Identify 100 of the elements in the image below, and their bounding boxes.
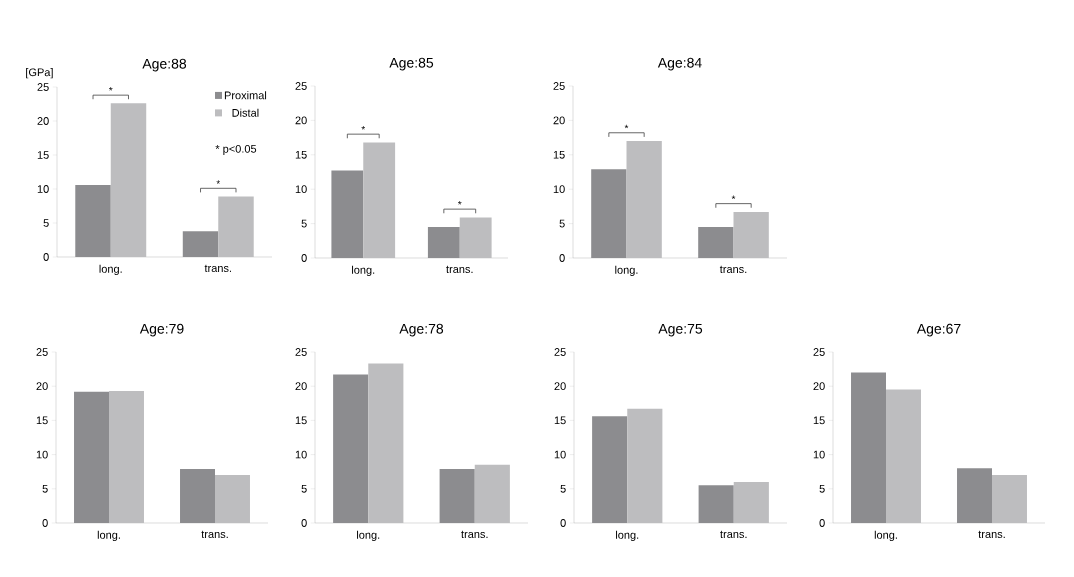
legend-label: Distal xyxy=(232,108,259,117)
chart-title: Age:79 xyxy=(139,323,184,337)
y-tick-label: 20 xyxy=(295,116,307,125)
chart-title: Age:85 xyxy=(389,57,434,71)
bar xyxy=(218,196,254,257)
chart-title: Age:67 xyxy=(916,323,961,337)
x-tick-label: trans. xyxy=(461,530,488,539)
annotation: * xyxy=(216,180,221,184)
y-tick-label: 0 xyxy=(43,253,49,261)
y-tick-label: 5 xyxy=(42,484,48,493)
y-tick-label: 0 xyxy=(819,519,825,527)
bar xyxy=(592,416,628,523)
y-tick-label: 5 xyxy=(43,219,49,227)
bar xyxy=(439,468,475,523)
y-axis-title: [GPa] xyxy=(26,68,53,79)
bar xyxy=(851,372,886,523)
y-tick-label: 15 xyxy=(295,150,307,159)
y-tick-label: 20 xyxy=(295,382,307,391)
y-tick-label: 20 xyxy=(554,382,566,391)
x-tick-label: trans. xyxy=(720,530,747,539)
annotation: * xyxy=(361,126,366,130)
bar xyxy=(733,481,769,523)
annotation: * p<0.05 xyxy=(215,144,257,155)
y-tick-label: 10 xyxy=(553,185,565,194)
y-tick-label: 25 xyxy=(554,348,566,356)
y-tick-label: 20 xyxy=(553,116,565,125)
bar xyxy=(75,184,111,257)
bar xyxy=(109,390,144,523)
chart-title: Age:78 xyxy=(399,323,444,337)
y-tick-label: 15 xyxy=(813,416,825,425)
bar xyxy=(215,475,250,523)
y-tick-label: 15 xyxy=(36,416,48,425)
bar xyxy=(368,363,404,523)
x-tick-label: long. xyxy=(874,530,897,542)
x-tick-label: long. xyxy=(97,530,120,542)
y-tick-label: 15 xyxy=(37,151,49,159)
x-tick-label: long. xyxy=(616,530,639,542)
bar xyxy=(626,141,662,258)
y-tick-label: 15 xyxy=(554,416,566,425)
y-tick-label: 15 xyxy=(295,416,307,425)
bar xyxy=(698,227,734,258)
x-tick-label: long. xyxy=(357,530,380,542)
bar xyxy=(627,408,663,523)
annotation: * xyxy=(731,195,736,200)
bar xyxy=(180,468,216,523)
bar xyxy=(886,389,921,523)
bar xyxy=(74,391,110,523)
y-tick-label: 5 xyxy=(559,219,565,228)
bar xyxy=(363,142,396,258)
y-tick-label: 10 xyxy=(295,450,307,459)
x-tick-label: long. xyxy=(352,265,375,277)
y-tick-label: 10 xyxy=(36,450,48,459)
chart-title: Age:88 xyxy=(142,58,187,72)
chart-title: Age:75 xyxy=(658,323,703,337)
y-tick-label: 25 xyxy=(37,83,49,91)
y-tick-label: 20 xyxy=(37,117,49,125)
x-tick-label: trans. xyxy=(204,264,232,273)
y-tick-label: 5 xyxy=(301,219,307,228)
y-tick-label: 25 xyxy=(553,82,565,90)
bar xyxy=(957,468,992,523)
x-tick-label: trans. xyxy=(201,530,228,539)
y-tick-label: 10 xyxy=(37,185,49,193)
bar xyxy=(182,231,219,257)
bar xyxy=(698,485,734,523)
y-tick-label: 15 xyxy=(553,150,565,159)
chart-title: Age:84 xyxy=(657,57,702,71)
y-tick-label: 0 xyxy=(560,519,566,527)
y-tick-label: 25 xyxy=(813,348,825,356)
y-tick-label: 10 xyxy=(813,450,825,459)
y-tick-label: 20 xyxy=(36,382,48,391)
bar xyxy=(333,374,369,523)
y-tick-label: 5 xyxy=(301,484,307,493)
bar xyxy=(591,169,627,258)
bar xyxy=(110,103,147,257)
bar xyxy=(733,211,769,258)
y-tick-label: 10 xyxy=(554,450,566,459)
x-tick-label: long. xyxy=(99,264,122,276)
x-tick-label: trans. xyxy=(719,265,747,274)
y-tick-label: 5 xyxy=(560,484,566,493)
x-tick-label: long. xyxy=(615,265,638,277)
y-tick-label: 20 xyxy=(813,382,825,391)
bar xyxy=(459,217,492,258)
y-tick-label: 0 xyxy=(559,254,565,262)
y-tick-label: 0 xyxy=(42,519,48,527)
bar xyxy=(992,475,1027,523)
bar xyxy=(331,170,364,258)
annotation: * xyxy=(457,201,462,205)
annotation: * xyxy=(624,124,629,129)
bar xyxy=(474,464,510,523)
x-tick-label: trans. xyxy=(978,530,1005,539)
y-tick-label: 25 xyxy=(36,348,48,356)
annotation: * xyxy=(108,87,113,91)
y-tick-label: 0 xyxy=(301,254,307,262)
y-tick-label: 25 xyxy=(295,82,307,90)
y-tick-label: 25 xyxy=(295,348,307,356)
x-tick-label: trans. xyxy=(446,265,473,274)
y-tick-label: 5 xyxy=(819,484,825,493)
legend-label: Proximal xyxy=(224,91,267,100)
bar xyxy=(427,227,460,258)
y-tick-label: 0 xyxy=(301,519,307,527)
